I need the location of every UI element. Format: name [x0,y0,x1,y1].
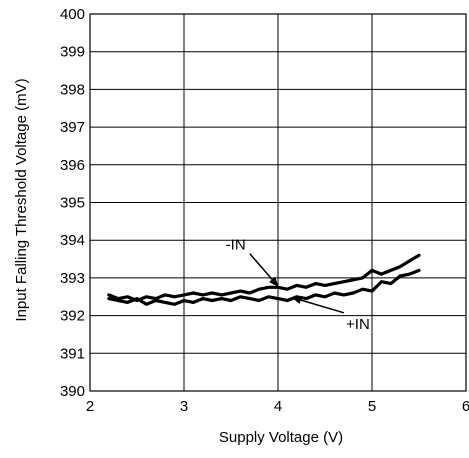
x-tick-label-4: 6 [462,398,469,415]
y-tick-label-7: 397 [60,119,85,136]
y-tick-label-3: 393 [60,270,85,287]
y-tick-label-8: 398 [60,81,85,98]
annotation-label-1: +IN [346,316,370,333]
y-tick-label-1: 391 [60,345,85,362]
y-tick-label-4: 394 [60,232,85,249]
annotation-label-0: -IN [226,237,246,254]
x-axis-label: Supply Voltage (V) [219,429,343,446]
y-tick-label-0: 390 [60,383,85,400]
series-lines [107,253,421,306]
y-axis-label: Input Falling Threshold Voltage (mV) [13,78,30,321]
series-line-0 [107,253,421,303]
annotations: -IN +IN [226,237,370,333]
y-tick-label-9: 399 [60,44,85,61]
y-tick-label-5: 395 [60,195,85,212]
x-tick-label-2: 4 [274,398,282,415]
grid [89,13,467,392]
x-tick-label-1: 3 [180,398,188,415]
tick-labels: 2 3 4 5 6 390 391 392 393 394 395 396 397 398 399 400 [60,6,469,415]
annotation-arrow-0 [249,253,279,287]
x-tick-label-3: 5 [368,398,376,415]
plot-frame [89,13,467,392]
y-tick-label-10: 400 [60,6,85,23]
annotation-arrow-1 [291,296,345,314]
y-tick-label-6: 396 [60,157,85,174]
y-tick-label-2: 392 [60,308,85,325]
series-line-1 [107,268,421,306]
x-tick-label-0: 2 [86,398,94,415]
